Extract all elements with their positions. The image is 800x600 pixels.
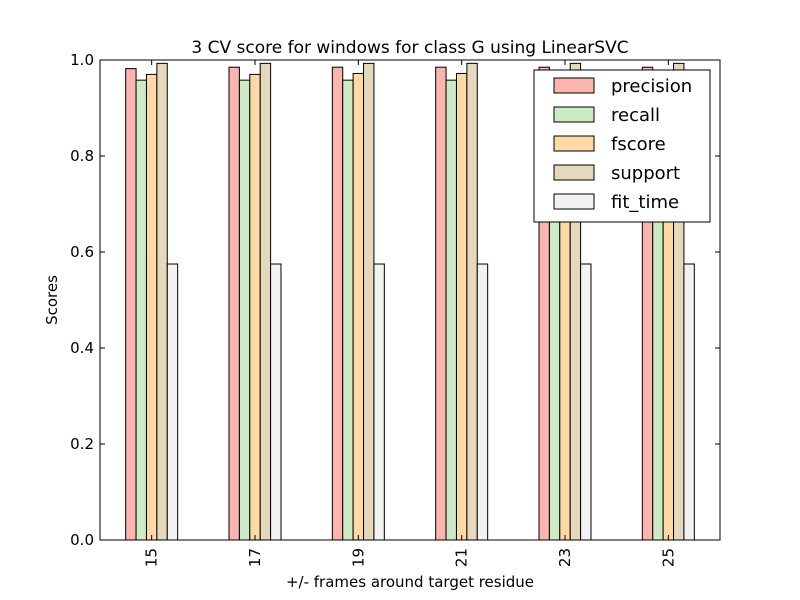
bar-fscore-19: [352, 72, 365, 541]
bar-recall-21: [445, 79, 457, 541]
bar-support-17: [259, 62, 272, 541]
y-tick-label: 1.0: [70, 51, 94, 69]
x-axis-label: +/- frames around target residue: [286, 573, 534, 591]
legend-label-fscore: fscore: [611, 134, 666, 155]
bar-fscore-21: [455, 72, 468, 541]
y-tick-label: 0.4: [70, 339, 94, 357]
legend-swatch-fit_time: [553, 193, 595, 210]
bar-precision-17: [228, 66, 240, 541]
bars-layer: [125, 62, 695, 541]
bar-fit_time-15: [166, 263, 179, 541]
bar-fscore-15: [145, 73, 158, 541]
y-axis: 0.0 0.2 0.4 0.6 0.8 1.0: [70, 51, 720, 549]
legend: precision recall fscore support fit_time: [533, 69, 711, 223]
x-axis: 15 17 19 21 23 25: [143, 60, 677, 567]
bar-support-15: [156, 62, 168, 541]
y-axis-label: Scores: [43, 275, 61, 325]
legend-swatch-support: [553, 164, 595, 181]
bar-fit_time-21: [476, 263, 489, 541]
x-tick-label: 17: [246, 548, 264, 567]
y-tick-label: 0.6: [70, 243, 94, 261]
legend-label-precision: precision: [611, 76, 692, 97]
x-tick-label: 15: [143, 548, 161, 567]
y-tick-label: 0.8: [70, 147, 94, 165]
y-tick-label: 0.2: [70, 435, 94, 453]
legend-label-support: support: [611, 163, 680, 184]
bar-fit_time-23: [580, 263, 592, 541]
legend-swatch-fscore: [553, 135, 595, 152]
bar-fit_time-25: [683, 263, 695, 541]
plot-frame: [99, 59, 721, 541]
bar-support-21: [466, 62, 478, 541]
bar-precision-19: [331, 66, 344, 541]
bar-fit_time-17: [270, 263, 282, 541]
x-tick-label: 25: [659, 548, 677, 567]
legend-label-recall: recall: [611, 105, 660, 126]
bar-recall-19: [342, 79, 354, 541]
bar-recall-15: [135, 79, 147, 541]
legend-label-fit_time: fit_time: [611, 192, 679, 213]
bar-recall-17: [238, 79, 251, 541]
legend-swatch-precision: [553, 77, 595, 94]
bar-support-19: [363, 62, 375, 541]
bar-precision-15: [125, 68, 137, 541]
x-tick-label: 19: [349, 548, 367, 567]
chart-title: 3 CV score for windows for class G using…: [191, 38, 628, 58]
bar-fscore-17: [249, 73, 261, 541]
x-tick-label: 21: [453, 548, 471, 567]
bar-fit_time-19: [373, 263, 385, 541]
x-tick-label: 23: [556, 548, 574, 567]
bar-precision-21: [435, 66, 447, 541]
y-tick-label: 0.0: [70, 531, 94, 549]
legend-swatch-recall: [553, 106, 595, 123]
